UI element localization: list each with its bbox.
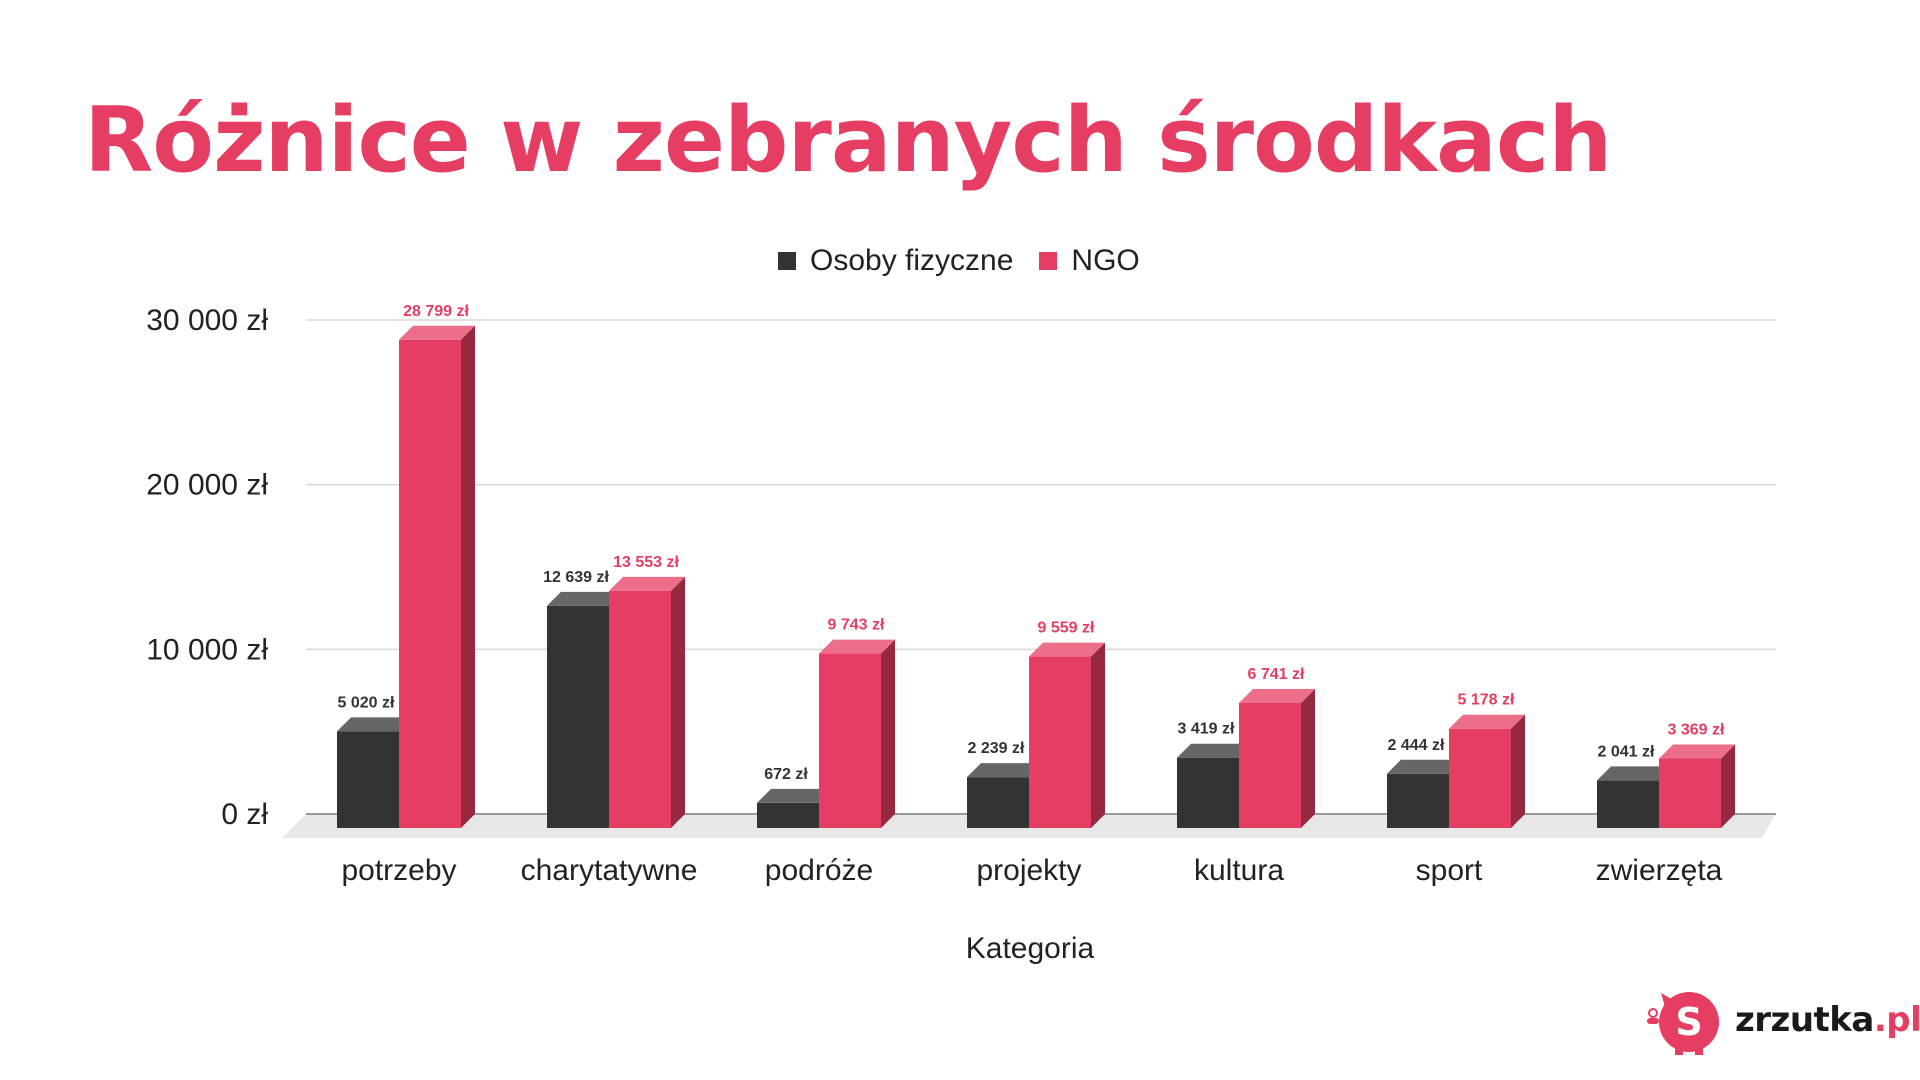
x-axis-title: Kategoria	[966, 932, 1095, 965]
data-label: 3 369 zł	[1668, 722, 1725, 739]
x-axis: potrzeby charytatywne podróże projekty kultu…	[341, 854, 1722, 887]
bar-side	[1091, 642, 1105, 828]
bar-front	[757, 802, 819, 828]
bar-top	[337, 717, 413, 732]
legend-item-individuals[interactable]: Osoby fizyczne	[778, 244, 1013, 278]
x-tick-label: podróże	[765, 854, 873, 887]
bar-top	[1177, 743, 1253, 758]
data-label: 9 559 zł	[1038, 620, 1095, 637]
bar-front	[547, 605, 609, 828]
x-tick-label: zwierzęta	[1596, 854, 1723, 887]
bar-ngo-6[interactable]	[1659, 744, 1735, 828]
page-title: Różnice w zebranych środkach	[84, 88, 1612, 193]
bar-top	[399, 325, 475, 340]
y-axis: 0 zł 10 000 zł 20 000 zł 30 000 zł	[146, 304, 268, 831]
bar-ngo-4[interactable]	[1239, 688, 1315, 828]
legend-swatch-individuals	[778, 252, 796, 270]
svg-text:S: S	[1675, 1000, 1702, 1044]
bar-top	[757, 788, 833, 803]
y-tick-label: 30 000 zł	[146, 304, 268, 337]
bar-ngo-1[interactable]	[609, 576, 685, 828]
data-label: 5 178 zł	[1458, 692, 1515, 709]
data-label: 5 020 zł	[338, 694, 395, 711]
bar-front	[609, 590, 671, 828]
bar-top	[1387, 759, 1463, 774]
legend-item-ngo[interactable]: NGO	[1039, 244, 1140, 278]
bar-top	[1659, 744, 1735, 759]
piggy-bank-icon: S	[1647, 992, 1719, 1055]
bar-top	[547, 591, 623, 606]
data-label: 9 743 zł	[828, 617, 885, 634]
bar-front	[1239, 702, 1301, 828]
bar-side	[1721, 744, 1735, 828]
bar-front	[1387, 773, 1449, 828]
bar-top	[819, 639, 895, 654]
bar-front	[1177, 757, 1239, 828]
bar-front	[1597, 780, 1659, 828]
data-label: 672 zł	[764, 766, 808, 783]
bar-side	[1511, 714, 1525, 828]
legend-swatch-ngo	[1039, 252, 1058, 270]
bar-front	[1659, 758, 1721, 828]
bar-top	[609, 576, 685, 591]
legend-label-ngo: NGO	[1071, 244, 1140, 277]
x-tick-label: charytatywne	[521, 854, 698, 887]
bar-side	[1301, 688, 1315, 828]
brand-name: zrzutka.pl	[1735, 1000, 1920, 1040]
bar-top	[1029, 642, 1105, 657]
bar-side	[881, 639, 895, 828]
data-label: 28 799 zł	[403, 303, 469, 320]
data-label: 3 419 zł	[1178, 721, 1235, 738]
legend-label-individuals: Osoby fizyczne	[810, 244, 1014, 277]
bar-front	[337, 731, 399, 828]
bar-front	[399, 339, 461, 828]
bar-front	[967, 777, 1029, 828]
data-label: 12 639 zł	[543, 569, 609, 586]
bar-top	[1239, 688, 1315, 703]
bar-front	[1449, 728, 1511, 828]
data-label: 13 553 zł	[613, 554, 679, 571]
y-tick-label: 10 000 zł	[146, 633, 268, 666]
x-tick-label: projekty	[976, 854, 1081, 887]
data-label: 2 041 zł	[1598, 743, 1655, 760]
bar-top	[1449, 714, 1525, 729]
bar-front	[819, 653, 881, 828]
x-tick-label: potrzeby	[341, 854, 456, 887]
bar-side	[461, 325, 475, 828]
brand-logo[interactable]: S zrzutka.pl	[1645, 985, 1920, 1055]
x-tick-label: sport	[1416, 854, 1483, 887]
x-tick-label: kultura	[1194, 854, 1284, 887]
y-tick-label: 0 zł	[221, 798, 268, 831]
data-label: 6 741 zł	[1248, 666, 1305, 683]
bar-ngo-5[interactable]	[1449, 714, 1525, 828]
bar-top	[1597, 766, 1673, 781]
bar-ngo-3[interactable]	[1029, 642, 1105, 828]
bar-front	[1029, 656, 1091, 828]
bar-side	[671, 576, 685, 828]
y-tick-label: 20 000 zł	[146, 469, 268, 502]
chart-legend: Osoby fizyczne NGO	[778, 244, 1140, 278]
data-label: 2 239 zł	[968, 740, 1025, 757]
data-label: 2 444 zł	[1388, 737, 1445, 754]
bar-top	[967, 763, 1043, 778]
bar-ngo-2[interactable]	[819, 639, 895, 828]
bar-ngo-0[interactable]	[399, 325, 475, 828]
